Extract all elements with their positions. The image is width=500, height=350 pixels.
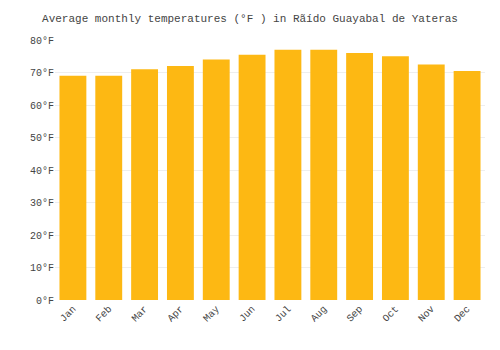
svg-text:80°F: 80°F bbox=[30, 36, 54, 47]
svg-text:Apr: Apr bbox=[166, 304, 187, 325]
svg-text:Jul: Jul bbox=[273, 304, 294, 325]
svg-text:Jun: Jun bbox=[237, 304, 258, 325]
svg-text:Average monthly temperatures (: Average monthly temperatures (°F ) in Rã… bbox=[42, 13, 458, 25]
svg-text:40°F: 40°F bbox=[30, 166, 54, 177]
svg-text:20°F: 20°F bbox=[30, 231, 54, 242]
svg-text:May: May bbox=[201, 304, 222, 325]
svg-text:Mar: Mar bbox=[130, 304, 151, 325]
svg-text:Jan: Jan bbox=[58, 304, 79, 325]
svg-text:10°F: 10°F bbox=[30, 263, 54, 274]
svg-text:Nov: Nov bbox=[416, 304, 437, 325]
svg-text:0°F: 0°F bbox=[36, 296, 54, 307]
svg-text:70°F: 70°F bbox=[30, 68, 54, 79]
svg-text:Feb: Feb bbox=[94, 304, 115, 325]
svg-text:Dec: Dec bbox=[452, 304, 473, 325]
svg-text:60°F: 60°F bbox=[30, 101, 54, 112]
svg-text:30°F: 30°F bbox=[30, 198, 54, 209]
svg-text:Oct: Oct bbox=[381, 304, 402, 325]
svg-text:50°F: 50°F bbox=[30, 133, 54, 144]
svg-text:Aug: Aug bbox=[309, 304, 330, 325]
svg-text:Sep: Sep bbox=[345, 304, 366, 325]
